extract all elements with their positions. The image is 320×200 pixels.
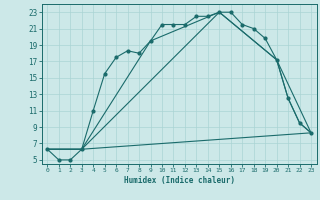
X-axis label: Humidex (Indice chaleur): Humidex (Indice chaleur) — [124, 176, 235, 185]
